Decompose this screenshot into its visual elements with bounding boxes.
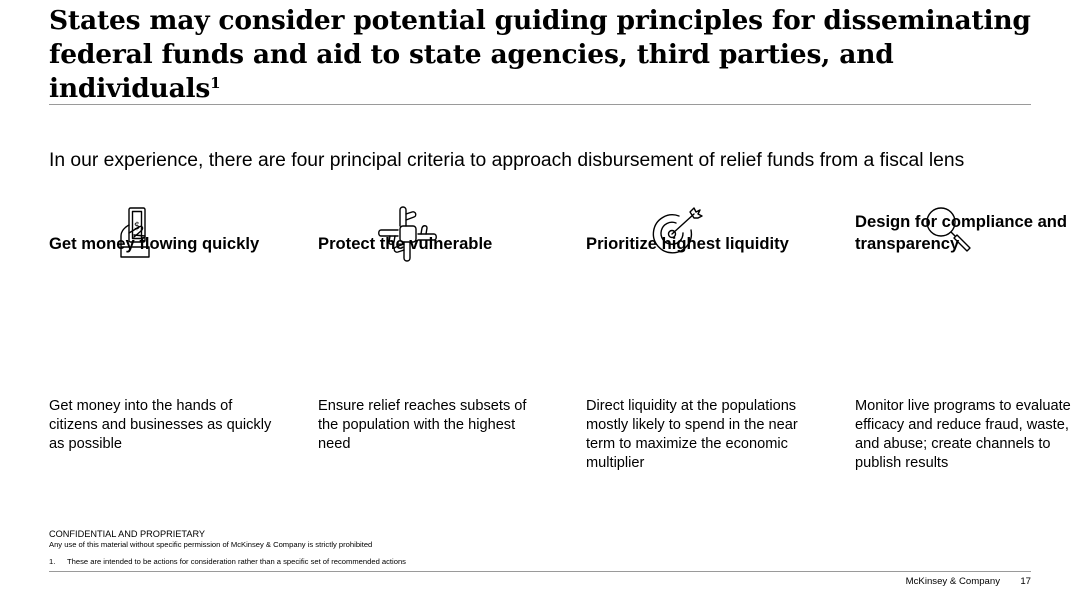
principle-column-1: $ Get money flowing quickly Get money in… [49,0,289,500]
principle-text-1: Get money into the hands of citizens and… [49,398,272,452]
confidential-title: CONFIDENTIAL AND PROPRIETARY [49,529,206,539]
slide-title-text: States may consider potential guiding pr… [49,5,1031,104]
title-divider [49,104,1031,105]
principle-column-4: Design for compliance and transparency M… [855,0,1080,500]
footnote-text: These are intended to be actions for con… [67,557,406,566]
footnote: 1. These are intended to be actions for c… [49,557,406,567]
magnifier-icon [926,207,971,252]
footnote-number: 1. [49,557,56,566]
hand-cash-icon: $ [120,207,150,258]
svg-text:$: $ [134,221,140,232]
slide-subtitle: In our experience, there are four princi… [49,150,965,171]
page-number: 17 [1020,576,1031,587]
principle-column-3: Prioritize highest liquidity Direct liqu… [586,0,826,500]
confidential-notice: Any use of this material without specifi… [49,540,373,549]
principle-heading-2: Protect the vulnerable [318,234,493,253]
principle-text-3: Direct liquidity at the populations most… [586,398,798,471]
target-arrow-icon [652,207,703,254]
principle-heading-1: Get money flowing quickly [49,234,260,253]
slide-title: States may consider potential guiding pr… [49,4,1039,106]
principle-column-2: Protect the vulnerable Ensure relief rea… [318,0,558,500]
brand-name: McKinsey & Company [905,576,1000,587]
linked-hands-icon [378,206,437,262]
principle-text-4: Monitor live programs to evaluate effica… [855,398,1071,471]
principle-heading-3: Prioritize highest liquidity [586,234,789,253]
principle-heading-4: Design for compliance and transparency [855,212,1068,253]
footer-divider [49,571,1031,572]
principle-text-2: Ensure relief reaches subsets of the pop… [318,398,527,452]
title-footnote-marker: 1 [210,74,221,92]
